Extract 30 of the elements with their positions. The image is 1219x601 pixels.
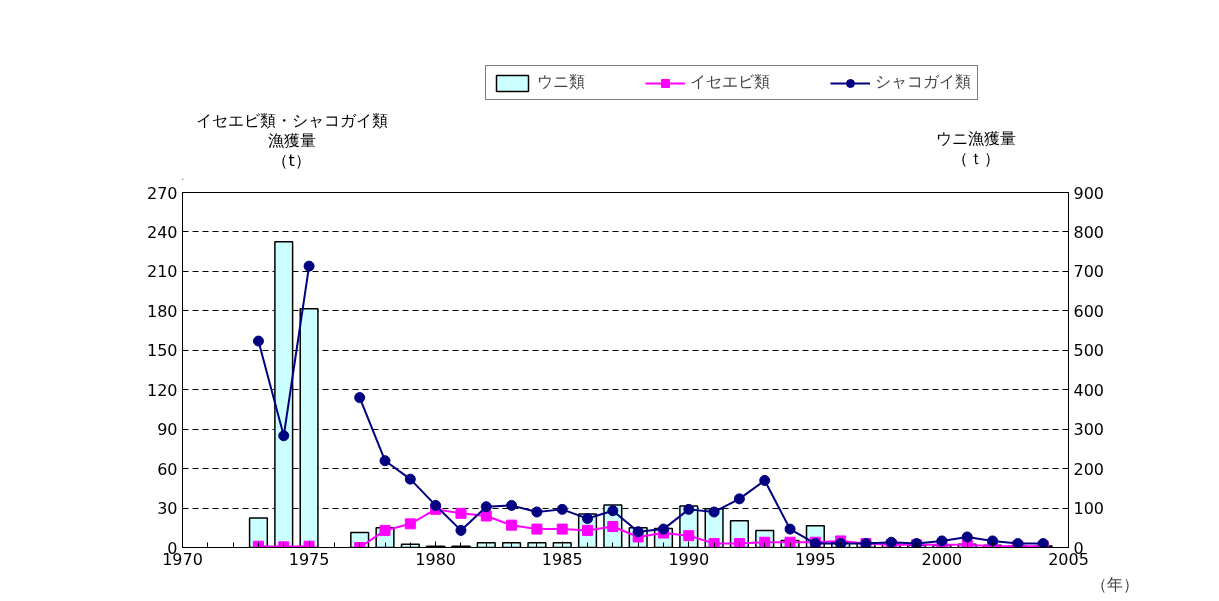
y-tick-label: 90 — [157, 420, 178, 440]
y-axis-title: イセエビ類・シャコガイ類漁獲量（t） — [195, 110, 388, 170]
y2-tick-label: 900 — [1073, 183, 1105, 203]
y-tick-label: 120 — [146, 380, 178, 400]
legend-label: イセエビ類 — [690, 72, 770, 93]
y-tick-label: 60 — [157, 459, 178, 479]
y2-tick-label: 800 — [1073, 222, 1105, 242]
legend-label: シャコガイ類 — [875, 72, 971, 93]
x-tick-label: 1985 — [541, 549, 583, 569]
y2-tick-label: 100 — [1073, 499, 1105, 519]
x-tick-label: 1990 — [668, 549, 710, 569]
y-tick-label: 240 — [146, 222, 178, 242]
y-tick-label: 270 — [146, 183, 178, 203]
x-tick-label: 1980 — [415, 549, 456, 569]
y2-tick-label: 700 — [1073, 262, 1105, 282]
y2-tick-label: 400 — [1073, 380, 1105, 400]
y-tick-label: 30 — [157, 499, 178, 519]
legend-label: ウニ類 — [537, 72, 585, 93]
x-tick-label: 2000 — [921, 549, 963, 569]
y2-tick-label: 500 — [1073, 341, 1105, 361]
y2-tick-label: 300 — [1073, 420, 1105, 440]
y2-tick-label: 600 — [1073, 301, 1105, 321]
y-tick-label: 180 — [146, 301, 178, 321]
y-tick-label: 150 — [146, 341, 178, 361]
x-axis-title: （年） — [1090, 574, 1139, 594]
y2-axis-title: ウニ漁獲量（ｔ） — [936, 128, 1017, 168]
y2-tick-label: 200 — [1073, 459, 1105, 479]
y-tick-label: 210 — [146, 262, 178, 282]
x-tick-label: 1995 — [795, 549, 836, 569]
x-tick-label: 1975 — [288, 549, 330, 569]
